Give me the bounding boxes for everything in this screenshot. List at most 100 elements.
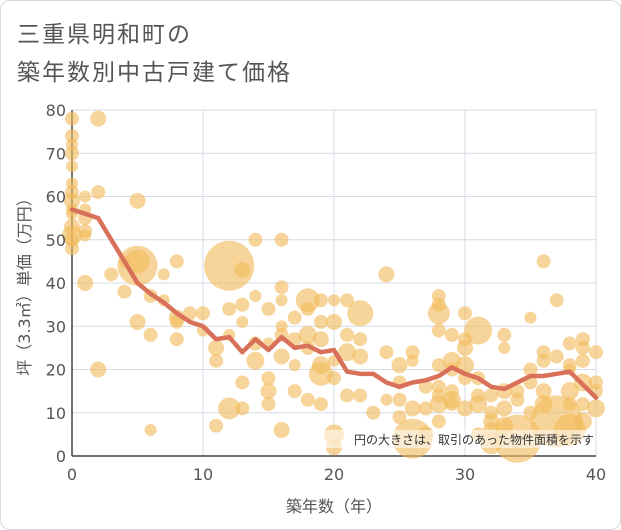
bubble-point <box>66 160 78 173</box>
bubble-point <box>431 414 446 429</box>
bubble-point <box>248 232 263 247</box>
bubble-point <box>79 190 92 203</box>
bubble-point <box>209 418 224 433</box>
bubble-point <box>313 293 328 308</box>
y-tick-label: 60 <box>46 188 66 207</box>
bubble-point <box>379 345 394 360</box>
bubble-point <box>444 397 459 412</box>
bubble-point <box>117 245 158 286</box>
bubble-point <box>535 383 552 400</box>
bubble-point <box>204 240 255 291</box>
bubble-point <box>182 306 197 321</box>
bubble-point <box>90 361 107 378</box>
bubble-point <box>300 392 315 407</box>
bubble-point <box>261 301 276 316</box>
bubble-point <box>391 357 408 374</box>
bubble-point <box>366 405 381 420</box>
bubble-point <box>169 332 184 347</box>
bubble-point <box>589 345 603 360</box>
y-tick-label: 20 <box>46 361 66 380</box>
bubble-point <box>484 388 499 403</box>
bubble-point <box>222 301 237 316</box>
bubble-point <box>392 410 407 425</box>
bubble-point <box>288 359 301 372</box>
bubble-point <box>562 336 577 351</box>
bubble-point <box>353 388 368 403</box>
bubble-point <box>536 353 551 368</box>
chart-title-line1: 三重県明和町の <box>17 22 192 48</box>
bubble-point <box>236 315 249 328</box>
bubble-point <box>536 254 551 269</box>
y-axis-label: 坪（3.3㎡）単価（万円） <box>15 190 34 375</box>
bubble-point <box>549 293 564 308</box>
bubble-point <box>144 424 157 437</box>
bubble-point <box>575 353 590 368</box>
bubble-point <box>313 397 328 412</box>
bubble-point <box>129 313 146 330</box>
bubble-point <box>91 185 106 200</box>
bubble-point <box>312 331 329 348</box>
bubble-point <box>338 343 357 362</box>
bubble-point <box>392 392 407 407</box>
bubble-point <box>560 382 579 401</box>
bubble-point <box>523 362 538 377</box>
bubble-point <box>496 400 513 417</box>
bubble-point <box>64 192 80 209</box>
bubble-point <box>104 267 119 282</box>
bubble-point <box>575 340 590 355</box>
bubble-point <box>427 302 450 325</box>
bubble-point <box>573 412 592 431</box>
y-tick-label: 40 <box>46 274 66 293</box>
y-tick-label: 70 <box>46 144 66 163</box>
bubble-point <box>378 266 395 283</box>
bubble-point <box>562 397 577 412</box>
bubble-point <box>235 375 250 390</box>
bubble-point <box>340 327 355 342</box>
bubble-point <box>65 128 79 143</box>
y-tick-label: 30 <box>46 317 66 336</box>
bubble-point <box>235 401 250 416</box>
chart-title-line2: 築年数別中古戸建て価格 <box>17 60 292 86</box>
bubble-point <box>340 293 355 308</box>
bubble-point <box>249 289 262 302</box>
bubble-point <box>65 111 79 126</box>
bubble-point <box>218 397 241 420</box>
y-tick-label: 80 <box>46 101 66 120</box>
x-tick-label: 30 <box>455 465 475 484</box>
bubble-point <box>404 400 421 417</box>
y-tick-label: 10 <box>46 404 66 423</box>
bubble-point <box>79 229 92 242</box>
bubble-point <box>246 351 265 370</box>
bubble-point <box>405 345 420 360</box>
bubble-point <box>143 327 158 342</box>
x-axis-ticks: 0 10 20 30 40 <box>67 465 606 484</box>
bubble-point <box>261 371 276 386</box>
chart-note: 円の大きさは、取引のあった物件面積を示す <box>354 432 594 447</box>
bubble-point <box>234 262 251 279</box>
bubble-point <box>287 310 302 325</box>
bubble-point <box>300 301 315 316</box>
bubble-point <box>431 358 446 373</box>
bubble-point <box>587 399 605 418</box>
bubble-point <box>274 280 289 295</box>
bubble-point <box>431 323 446 338</box>
bubble-point <box>353 332 368 347</box>
bubble-point <box>65 241 79 256</box>
bubble-point <box>273 348 290 365</box>
bubble-point <box>209 353 224 368</box>
bubble-point <box>261 397 276 412</box>
bubble-point <box>444 327 459 342</box>
bubble-point <box>418 401 433 416</box>
bubble-point <box>328 294 340 307</box>
bubble-point <box>157 268 170 281</box>
note-background <box>320 430 594 448</box>
bubble-point <box>347 300 374 327</box>
trend-line <box>69 207 599 400</box>
bubble-point <box>196 306 210 321</box>
bubble-point <box>273 422 290 439</box>
x-tick-label: 10 <box>193 465 213 484</box>
bubble-point <box>380 393 393 406</box>
bubble-point <box>458 306 472 321</box>
bubble-point <box>469 395 488 414</box>
